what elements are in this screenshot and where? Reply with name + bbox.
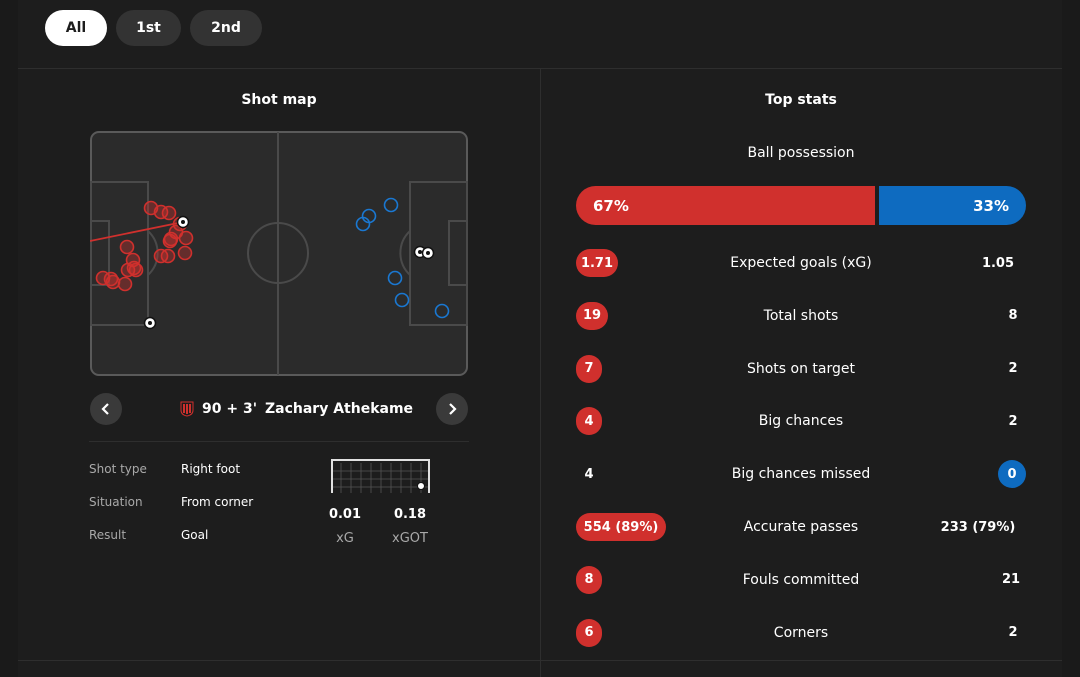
stat-away-value: 0 (998, 460, 1026, 489)
possession-home: 67% (576, 186, 875, 225)
stat-home-value: 1.71 (576, 249, 618, 277)
stat-home-value: 19 (576, 301, 608, 330)
tab-first-half[interactable]: 1st (116, 10, 181, 46)
goal-ball-center (418, 250, 422, 254)
stat-row: 554 (89%) Accurate passes 233 (79%) (576, 513, 1026, 541)
shot-player-name: Zachary Athekame (265, 401, 414, 417)
stat-name: Corners (773, 624, 829, 641)
shot-marker-away[interactable] (394, 292, 410, 308)
stat-home-value: 554 (89%) (576, 513, 666, 541)
chevron-right-icon (449, 403, 457, 415)
shot-marker-home[interactable] (160, 248, 176, 264)
xg-label: xG (336, 531, 354, 546)
stat-away-value: 8 (1008, 308, 1018, 324)
shot-marker-home[interactable] (177, 245, 193, 261)
previous-shot-button[interactable] (90, 393, 122, 425)
shot-detail-row: Result Goal (89, 528, 208, 544)
stat-row: 7 Shots on target 2 (576, 354, 1026, 383)
stat-away-value: 2 (1008, 413, 1018, 429)
possession-label: Ball possession (747, 145, 855, 161)
stat-name: Expected goals (xG) (730, 255, 872, 271)
possession-away: 33% (879, 186, 1026, 225)
shot-marker-home[interactable] (105, 274, 121, 290)
shot-marker-home[interactable] (161, 205, 177, 221)
stat-home-value: 4 (576, 407, 602, 436)
stat-row: 8 Fouls committed 21 (576, 565, 1026, 594)
stat-away-value: 21 (1001, 572, 1021, 588)
detail-key: Shot type (89, 462, 147, 476)
xgot-label: xGOT (392, 531, 428, 546)
detail-key: Situation (89, 495, 143, 509)
stat-row: 19 Total shots 8 (576, 301, 1026, 330)
stat-row: 1.71 Expected goals (xG) 1.05 (576, 249, 1026, 277)
column-divider (540, 68, 541, 677)
shot-marker-home[interactable] (128, 262, 144, 278)
stat-name: Fouls committed (742, 571, 860, 588)
divider (89, 441, 469, 442)
xg-value: 0.01 (328, 507, 362, 522)
divider (18, 660, 1062, 661)
ac-milan-crest-icon (180, 401, 194, 417)
stat-name: Shots on target (746, 360, 855, 377)
tab-all[interactable]: All (45, 10, 107, 46)
stat-home-value: 7 (576, 354, 602, 383)
stat-name: Total shots (763, 307, 839, 324)
xgot-value: 0.18 (393, 507, 427, 522)
goal-ball-center (148, 321, 152, 325)
stat-away-value: 2 (1008, 361, 1018, 377)
ball-icon (417, 482, 425, 490)
detail-value: Right foot (181, 462, 241, 476)
next-shot-button[interactable] (436, 393, 468, 425)
goal-frame-icon (331, 459, 430, 493)
stat-away-value: 1.05 (981, 255, 1015, 271)
stat-row: 6 Corners 2 (576, 618, 1026, 647)
shot-trajectory-line (90, 221, 184, 242)
period-tabs: All 1st 2nd (45, 10, 262, 46)
stat-row: 4 Big chances missed 0 (576, 460, 1026, 489)
detail-key: Result (89, 528, 127, 542)
shot-map-title: Shot map (241, 92, 317, 108)
stat-away-value: 2 (1008, 625, 1018, 641)
stat-home-value: 8 (576, 565, 602, 594)
shot-marker-away[interactable] (387, 270, 403, 286)
shot-detail-row: Situation From corner (89, 495, 253, 511)
shot-marker-home[interactable] (117, 276, 133, 292)
goal-ball-center (426, 251, 430, 255)
stat-name: Big chances (758, 413, 844, 430)
shot-marker-away[interactable] (355, 216, 371, 232)
stat-home-value: 4 (584, 466, 594, 482)
stat-home-value: 6 (576, 618, 602, 647)
shot-marker-away[interactable] (383, 197, 399, 213)
possession-bar: 67% 33% (576, 186, 1026, 225)
tab-second-half[interactable]: 2nd (190, 10, 262, 46)
shot-detail-row: Shot type Right foot (89, 462, 240, 478)
shot-marker-home[interactable] (119, 239, 135, 255)
match-stats-panel: All 1st 2nd Shot map (18, 0, 1062, 677)
shot-marker-home[interactable] (178, 230, 194, 246)
stat-name: Big chances missed (731, 466, 871, 483)
goal-ball-center (181, 220, 185, 224)
shot-map-pitch[interactable] (90, 131, 468, 376)
stat-away-value: 233 (79%) (940, 519, 1016, 535)
top-stats-title: Top stats (765, 92, 837, 108)
stat-row: 4 Big chances 2 (576, 407, 1026, 436)
shot-marker-away[interactable] (434, 303, 450, 319)
stat-name: Accurate passes (743, 519, 859, 535)
chevron-left-icon (101, 403, 109, 415)
selected-shot-label: 90 + 3' Zachary Athekame (180, 398, 413, 420)
detail-value: Goal (181, 528, 209, 542)
detail-value: From corner (181, 495, 254, 509)
shot-marker-home[interactable] (162, 233, 178, 249)
shot-minute: 90 + 3' (202, 401, 257, 417)
